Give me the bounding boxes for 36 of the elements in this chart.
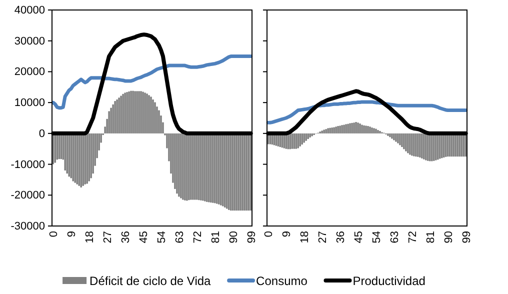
x-tick-label: 63: [388, 231, 401, 244]
y-tick-label: -30000: [10, 220, 45, 233]
legend-label: Déficit de ciclo de Vida: [90, 274, 212, 288]
x-tick-label: 81: [210, 231, 222, 244]
x-tick-label: 36: [120, 231, 132, 244]
x-tick-label: 99: [460, 231, 473, 244]
y-tick-label: 30000: [14, 35, 45, 48]
x-tick-label: 45: [353, 231, 366, 244]
x-tick-label: 72: [406, 231, 419, 244]
x-tick-label: 63: [174, 231, 186, 244]
y-tick-label: 20000: [14, 66, 45, 78]
legend-label: Consumo: [256, 274, 308, 288]
x-tick-label: 18: [299, 231, 312, 244]
x-tick-label: 0: [263, 231, 276, 238]
x-tick-label: 99: [246, 231, 258, 244]
x-tick-label: 54: [370, 231, 383, 244]
y-tick-label: 10000: [14, 97, 45, 110]
x-tick-label: 9: [66, 231, 78, 238]
legend-label: Productividad: [352, 274, 426, 288]
x-tick-label: 45: [138, 231, 150, 244]
y-tick-label: 40000: [14, 4, 45, 17]
x-tick-label: 90: [228, 231, 240, 244]
x-tick-label: 0: [48, 231, 60, 238]
x-tick-label: 27: [102, 231, 114, 244]
x-tick-label: 18: [84, 231, 96, 244]
line-series: [51, 54, 253, 110]
x-tick-label: 9: [281, 231, 294, 238]
x-tick-label: 72: [192, 231, 204, 244]
y-tick-label: -20000: [10, 190, 45, 202]
x-tick-label: 54: [156, 231, 168, 244]
x-tick-label: 81: [424, 231, 437, 244]
y-tick-label: -10000: [10, 158, 45, 171]
x-tick-label: 90: [442, 231, 455, 244]
x-tick-label: 27: [317, 231, 330, 244]
y-tick-label: 0: [38, 128, 45, 140]
x-tick-label: 36: [335, 231, 348, 244]
